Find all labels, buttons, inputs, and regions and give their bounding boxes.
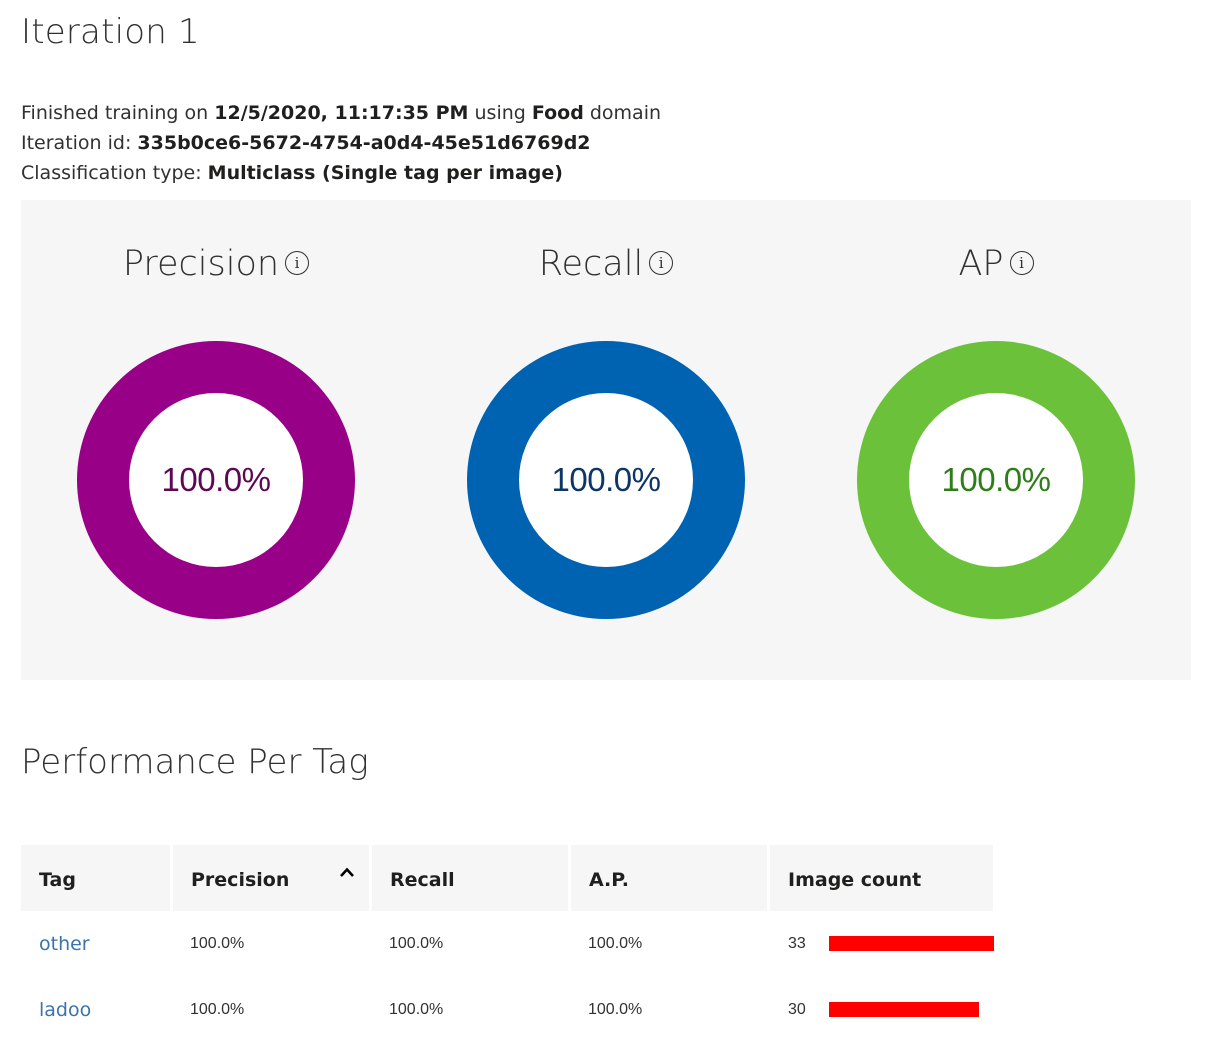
metrics-panel: Precision i 100.0% Recall i 100.0% AP i 100… (21, 200, 1191, 680)
classification-label: Classification type: (21, 162, 202, 184)
info-icon[interactable]: i (1009, 251, 1034, 275)
recall-cell: 100.0% (389, 935, 444, 952)
precision-donut: 100.0% (77, 341, 355, 619)
finished-date: 12/5/2020, 11:17:35 PM (214, 102, 469, 124)
header-ap[interactable]: A.P. (571, 845, 767, 911)
recall-label: Recall (538, 244, 644, 284)
image-count-value: 33 (788, 935, 806, 952)
image-count-cell: 33 (770, 911, 994, 977)
ap-value: 100.0% (941, 461, 1051, 498)
performance-table: Tag Precision Recall A.P. Image count ot… (21, 845, 994, 1043)
precision-heading: Precision i (21, 244, 411, 284)
using-text: using (474, 102, 526, 124)
finished-prefix: Finished training on (21, 102, 209, 124)
image-count-value: 30 (788, 1001, 806, 1018)
ap-heading: AP i (801, 244, 1191, 284)
classification-line: Classification type: Multiclass (Single … (21, 158, 661, 188)
iteration-id-label: Iteration id: (21, 132, 132, 154)
domain-suffix: domain (589, 102, 662, 124)
table-row: ladoo 100.0% 100.0% 100.0% 30 (21, 977, 993, 1043)
tag-link-other[interactable]: other (39, 933, 90, 955)
tag-link-ladoo[interactable]: ladoo (39, 999, 92, 1021)
ap-metric: AP i 100.0% (801, 200, 1191, 680)
ap-cell: 100.0% (588, 935, 643, 952)
chevron-up-icon[interactable] (339, 865, 355, 881)
tag-cell: other (21, 911, 170, 977)
iteration-info: Finished training on 12/5/2020, 11:17:35… (21, 98, 661, 188)
recall-cell: 100.0% (389, 1001, 444, 1018)
ap-label: AP (958, 244, 1004, 284)
header-precision[interactable]: Precision (173, 845, 369, 911)
recall-heading: Recall i (411, 244, 801, 284)
precision-cell: 100.0% (190, 935, 245, 952)
table-row: other 100.0% 100.0% 100.0% 33 (21, 911, 994, 977)
ap-donut: 100.0% (857, 341, 1135, 619)
recall-donut: 100.0% (467, 341, 745, 619)
precision-cell: 100.0% (190, 1001, 245, 1018)
tag-cell: ladoo (21, 977, 170, 1043)
precision-metric: Precision i 100.0% (21, 200, 411, 680)
recall-metric: Recall i 100.0% (411, 200, 801, 680)
table-header: Tag Precision Recall A.P. Image count (21, 845, 993, 911)
info-icon[interactable]: i (649, 251, 674, 275)
image-count-bar (829, 1002, 979, 1017)
precision-label: Precision (122, 244, 280, 284)
iteration-id-line: Iteration id: 335b0ce6-5672-4754-a0d4-45… (21, 128, 661, 158)
header-image-count[interactable]: Image count (770, 845, 993, 911)
header-precision-label: Precision (191, 869, 290, 891)
precision-value: 100.0% (161, 461, 271, 498)
page-title: Iteration 1 (21, 12, 200, 52)
image-count-bar (829, 936, 994, 951)
performance-per-tag-title: Performance Per Tag (21, 742, 369, 782)
header-tag[interactable]: Tag (21, 845, 170, 911)
header-recall[interactable]: Recall (372, 845, 568, 911)
ap-cell: 100.0% (588, 1001, 643, 1018)
domain-name: Food (531, 102, 584, 124)
classification-type-value: Multiclass (Single tag per image) (207, 162, 563, 184)
recall-value: 100.0% (551, 461, 661, 498)
iteration-id-value: 335b0ce6-5672-4754-a0d4-45e51d6769d2 (137, 132, 591, 154)
finished-line: Finished training on 12/5/2020, 11:17:35… (21, 98, 661, 128)
image-count-cell: 30 (770, 977, 993, 1043)
info-icon[interactable]: i (285, 251, 310, 275)
